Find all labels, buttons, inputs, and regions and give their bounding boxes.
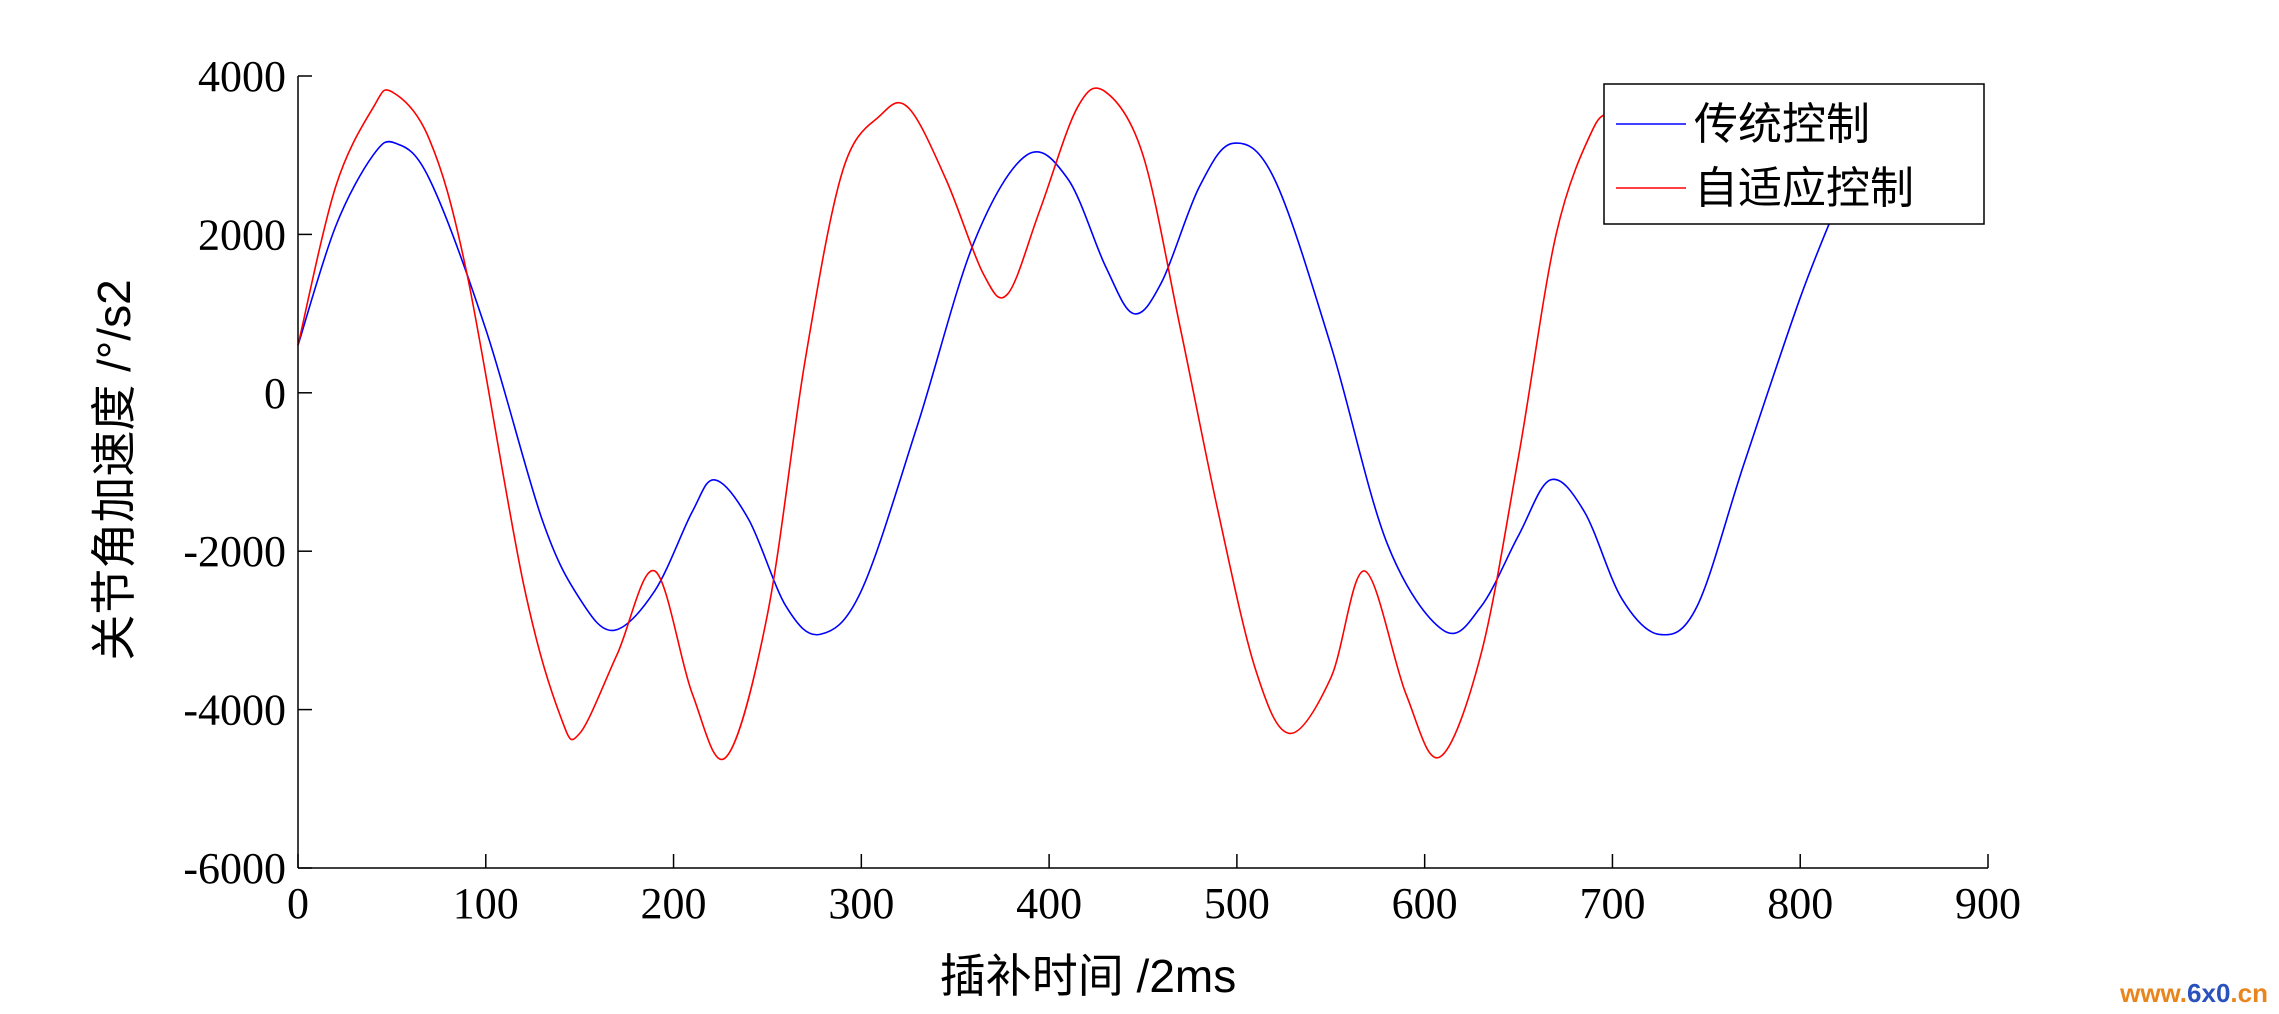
watermark-text: www.6x0.cn [2119,978,2268,1008]
legend-box [1603,83,1985,225]
legend-label-traditional: 传统控制 [1694,99,1870,150]
y-tick-label: 2000 [198,210,286,259]
x-tick-label: 200 [641,879,707,928]
x-tick-label: 800 [1767,879,1833,928]
x-tick-label: 0 [287,879,309,928]
x-axis-title: 插补时间 /2ms [940,950,1236,1002]
watermark-part-www: www. [2119,978,2187,1008]
y-axis-title: 关节角加速度 /°/s2 [88,279,140,660]
x-axis-ticks: 0 100 200 300 400 500 600 700 800 900 [287,854,2021,928]
x-tick-label: 600 [1392,879,1458,928]
watermark-part-cn: .cn [2230,978,2268,1008]
x-tick-label: 500 [1204,879,1270,928]
y-tick-label: 0 [264,369,286,418]
plot-lines [297,87,1839,761]
x-tick-label: 100 [453,879,519,928]
watermark-part-6x0: 6x0 [2187,978,2230,1008]
series-line-adaptive [297,87,1613,761]
legend-label-adaptive: 自适应控制 [1694,163,1914,214]
x-tick-label: 300 [828,879,894,928]
y-tick-label: -4000 [183,686,286,735]
y-axis-ticks: 4000 2000 0 -2000 -4000 -6000 [183,52,312,893]
y-tick-label: -2000 [183,527,286,576]
x-tick-label: 400 [1016,879,1082,928]
x-tick-label: 900 [1955,879,2021,928]
x-tick-label: 700 [1579,879,1645,928]
series-line-traditional [297,140,1839,636]
axes [297,76,1988,869]
legend: 传统控制 自适应控制 [1603,83,1985,225]
watermark: www.6x0.cn [2119,978,2268,1008]
y-tick-label: -6000 [183,844,286,893]
y-tick-label: 4000 [198,52,286,101]
